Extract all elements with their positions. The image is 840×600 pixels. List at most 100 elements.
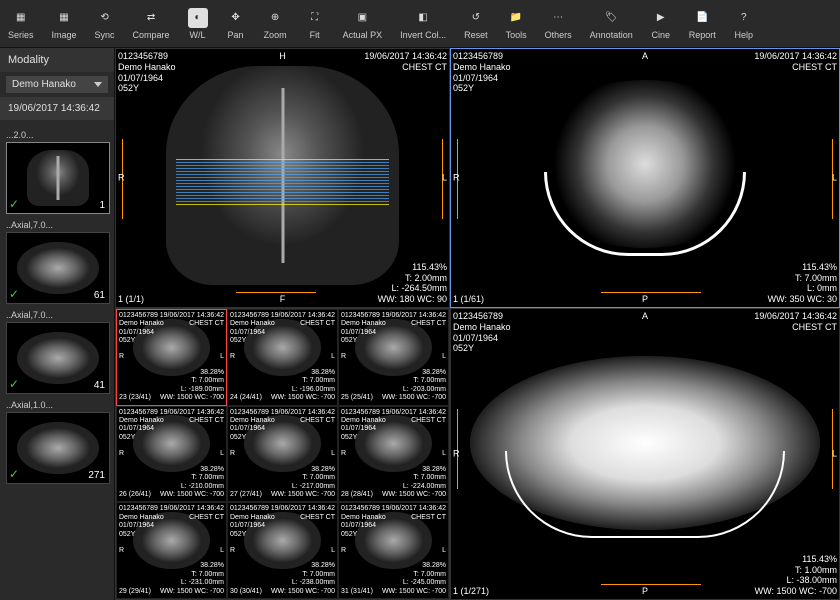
tool-compare[interactable]: ⇄Compare (133, 8, 170, 40)
tool-reset[interactable]: ↺ Reset (464, 8, 488, 40)
tool-label: Reset (464, 30, 488, 40)
toolbar: ▦Series ▦Image ⟲Sync ⇄Compare ◐ W/L ✥ Pan ⊕ Zoom ⛶… (0, 0, 840, 48)
overlay-orient-left: R (230, 546, 235, 554)
pane-scout[interactable]: 0123456789Demo Hanako01/07/1964052Y19/06… (115, 48, 450, 308)
overlay-study: 19/06/2017 14:36:42CHEST CT (364, 51, 447, 73)
overlay-index: 25 (25/41) (341, 394, 373, 402)
overlay-orient-left: R (119, 353, 124, 361)
thumb-image: ✓ 1 (6, 142, 110, 214)
grid-cell[interactable]: 0123456789Demo Hanako01/07/1964052Y19/06… (116, 406, 227, 503)
tool-label: Pan (228, 30, 244, 40)
tool-label: Fit (310, 30, 320, 40)
thumb-label: ..Axial,7.0... (6, 308, 108, 322)
series-thumb[interactable]: ..Axial,1.0... ✓ 271 (6, 398, 108, 484)
overlay-orient-left: R (230, 353, 235, 361)
pane-grid[interactable]: 0123456789Demo Hanako01/07/1964052Y19/06… (115, 308, 450, 600)
series-thumb[interactable]: ..Axial,7.0... ✓ 41 (6, 308, 108, 394)
tool-pan[interactable]: ✥ Pan (226, 8, 246, 40)
actualpx-icon: ▣ (352, 8, 372, 28)
overlay-orient-left: R (341, 450, 346, 458)
study-date[interactable]: 19/06/2017 14:36:42 (0, 97, 114, 120)
thumb-label: ...2.0... (6, 128, 108, 142)
tool-actualpx[interactable]: ▣ Actual PX (343, 8, 383, 40)
overlay-index: 26 (26/41) (119, 491, 151, 499)
overlay-metrics: 115.43%T: 7.00mmL: 0mmWW: 350 WC: 30 (768, 262, 837, 305)
overlay-index: 24 (24/41) (230, 394, 262, 402)
tool-label: Invert Col... (400, 30, 446, 40)
annotation-icon: 🏷 (601, 8, 621, 28)
tool-cine[interactable]: ▶Cine (651, 8, 671, 40)
overlay-orient-right: L (220, 353, 224, 361)
grid-cell[interactable]: 0123456789Demo Hanako01/07/1964052Y19/06… (338, 502, 449, 599)
series-thumb[interactable]: ...2.0... ✓ 1 (6, 128, 108, 214)
overlay-index: 29 (29/41) (119, 588, 151, 596)
tool-report[interactable]: 📄Report (689, 8, 716, 40)
others-icon: ⋯ (548, 8, 568, 28)
fit-icon: ⛶ (305, 8, 325, 28)
zoom-icon: ⊕ (265, 8, 285, 28)
sidebar: Modality Demo Hanako 19/06/2017 14:36:42… (0, 48, 115, 600)
overlay-orient-bottom: P (642, 294, 648, 305)
grid-cell[interactable]: 0123456789Demo Hanako01/07/1964052Y19/06… (338, 309, 449, 406)
tools-icon: 📁 (506, 8, 526, 28)
grid-cell[interactable]: 0123456789Demo Hanako01/07/1964052Y19/06… (227, 502, 338, 599)
modality-header: Modality (0, 48, 114, 72)
tool-label: Zoom (264, 30, 287, 40)
pane-axial-top[interactable]: 0123456789Demo Hanako01/07/1964052Y19/06… (450, 48, 840, 308)
wl-icon: ◐ (188, 8, 208, 28)
thumb-count: 41 (94, 380, 105, 391)
pane-axial-bottom[interactable]: 0123456789Demo Hanako01/07/1964052Y 19/06… (450, 308, 840, 600)
overlay-orient-right: L (442, 450, 446, 458)
tool-fit[interactable]: ⛶ Fit (305, 8, 325, 40)
viewer-grid: 0123456789Demo Hanako01/07/1964052Y 19/06… (115, 48, 840, 600)
thumb-count: 271 (88, 470, 105, 481)
check-icon: ✓ (9, 467, 19, 481)
overlay-metrics: 115.43%T: 1.00mmL: -38.00mmWW: 1500 WC: … (755, 554, 837, 597)
overlay-orient-left: R (341, 546, 346, 554)
reset-icon: ↺ (466, 8, 486, 28)
tool-label: Annotation (590, 30, 633, 40)
grid-cell[interactable]: 0123456789Demo Hanako01/07/1964052Y19/06… (116, 502, 227, 599)
grid-cell[interactable]: 0123456789Demo Hanako01/07/1964052Y19/06… (227, 406, 338, 503)
overlay-orient-right: L (220, 546, 224, 554)
tool-series[interactable]: ▦Series (8, 8, 34, 40)
overlay-index: 1 (1/61) (453, 294, 484, 305)
series-thumbnails: ...2.0... ✓ 1..Axial,7.0... ✓ 61..Axial,… (0, 120, 114, 492)
overlay-index: 30 (30/41) (230, 588, 262, 596)
thumb-count: 1 (99, 200, 105, 211)
overlay-orient-left: R (119, 450, 124, 458)
overlay-orient-right: L (331, 353, 335, 361)
tool-others[interactable]: ⋯Others (545, 8, 572, 40)
overlay-orient-bottom: F (280, 294, 286, 305)
grid-cell[interactable]: 0123456789Demo Hanako01/07/1964052Y19/06… (338, 406, 449, 503)
grid-cell[interactable]: 0123456789Demo Hanako01/07/1964052Y19/06… (227, 309, 338, 406)
overlay-orient-left: R (230, 450, 235, 458)
grid-cell[interactable]: 0123456789Demo Hanako01/07/1964052Y19/06… (116, 309, 227, 406)
thumb-image: ✓ 271 (6, 412, 110, 484)
tool-tools[interactable]: 📁Tools (506, 8, 527, 40)
tool-image[interactable]: ▦Image (52, 8, 77, 40)
overlay-patient: 0123456789Demo Hanako01/07/1964052Y (453, 311, 511, 354)
patient-select[interactable]: Demo Hanako (6, 76, 108, 93)
series-thumb[interactable]: ..Axial,7.0... ✓ 61 (6, 218, 108, 304)
tool-label: Actual PX (343, 30, 383, 40)
pan-icon: ✥ (226, 8, 246, 28)
check-icon: ✓ (9, 197, 19, 211)
tool-sync[interactable]: ⟲Sync (95, 8, 115, 40)
overlay-orient-top: A (642, 51, 648, 62)
tool-zoom[interactable]: ⊕ Zoom (264, 8, 287, 40)
overlay-study: 19/06/2017 14:36:42CHEST CT (754, 311, 837, 333)
overlay-orient-right: L (442, 353, 446, 361)
overlay-index: 23 (23/41) (119, 394, 151, 402)
tool-help[interactable]: ?Help (734, 8, 754, 40)
overlay-orient-left: R (341, 353, 346, 361)
tool-label: Help (734, 30, 753, 40)
tool-label: Cine (651, 30, 670, 40)
thumb-image: ✓ 61 (6, 232, 110, 304)
tool-wl[interactable]: ◐ W/L (188, 8, 208, 40)
tool-annotation[interactable]: 🏷 Annotation (590, 8, 633, 40)
tool-invertcol[interactable]: ◧Invert Col... (400, 8, 446, 40)
tool-label: W/L (190, 30, 206, 40)
series-icon: ▦ (11, 8, 31, 28)
chevron-down-icon (94, 82, 102, 87)
